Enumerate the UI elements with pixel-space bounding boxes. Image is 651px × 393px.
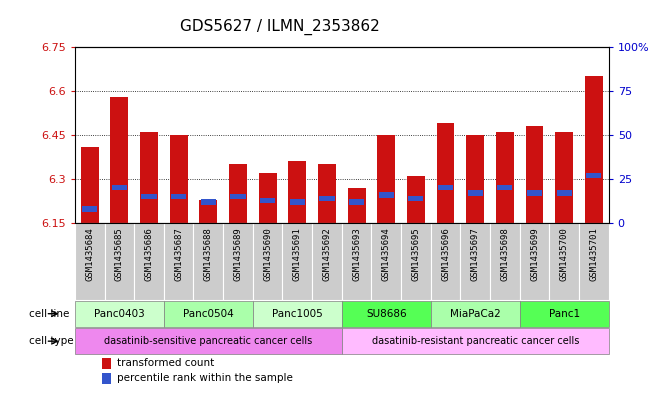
Text: GSM1435692: GSM1435692	[322, 227, 331, 281]
Bar	[467, 191, 483, 196]
Bar	[519, 301, 609, 327]
Bar	[81, 147, 98, 223]
Bar	[141, 194, 157, 199]
Bar	[579, 223, 609, 300]
Bar	[431, 223, 460, 300]
Bar	[75, 328, 342, 354]
Text: GSM1435687: GSM1435687	[174, 227, 183, 281]
Text: GSM1435696: GSM1435696	[441, 227, 450, 281]
Text: GSM1435698: GSM1435698	[501, 227, 509, 281]
Bar	[201, 199, 216, 204]
Text: GSM1435699: GSM1435699	[530, 227, 539, 281]
Bar	[75, 223, 105, 300]
Bar	[102, 373, 111, 384]
Bar	[527, 191, 542, 196]
Bar	[557, 191, 572, 196]
Bar	[342, 328, 609, 354]
Text: GSM1435684: GSM1435684	[85, 227, 94, 281]
Text: percentile rank within the sample: percentile rank within the sample	[117, 373, 292, 383]
Text: Panc1: Panc1	[549, 309, 580, 319]
Bar	[223, 223, 253, 300]
Text: cell line: cell line	[29, 309, 70, 319]
Bar	[549, 223, 579, 300]
Text: GSM1435697: GSM1435697	[471, 227, 480, 281]
Text: cell type: cell type	[29, 336, 74, 346]
Bar	[258, 173, 277, 223]
Bar	[253, 223, 283, 300]
Text: GSM1435689: GSM1435689	[234, 227, 242, 281]
Bar	[497, 185, 512, 191]
Bar	[229, 164, 247, 223]
Bar	[171, 194, 186, 199]
Text: GSM1435693: GSM1435693	[352, 227, 361, 281]
Bar	[105, 223, 134, 300]
Bar	[82, 206, 97, 211]
Text: GSM1435700: GSM1435700	[560, 227, 569, 281]
Bar	[379, 192, 394, 198]
Bar	[318, 164, 336, 223]
Bar	[102, 358, 111, 369]
Bar	[283, 223, 312, 300]
Text: dasatinib-sensitive pancreatic cancer cells: dasatinib-sensitive pancreatic cancer ce…	[104, 336, 312, 346]
Bar	[111, 97, 128, 223]
Bar	[587, 173, 602, 178]
Bar	[401, 223, 431, 300]
Bar	[134, 223, 164, 300]
Text: Panc0403: Panc0403	[94, 309, 145, 319]
Bar	[112, 185, 127, 191]
Bar	[170, 135, 187, 223]
Text: Panc1005: Panc1005	[272, 309, 323, 319]
Bar	[585, 77, 603, 223]
Bar	[140, 132, 158, 223]
Bar	[290, 199, 305, 204]
Text: Panc0504: Panc0504	[183, 309, 234, 319]
Bar	[193, 223, 223, 300]
Bar	[342, 301, 431, 327]
Text: GSM1435695: GSM1435695	[411, 227, 421, 281]
Bar	[438, 185, 453, 191]
Bar	[555, 132, 573, 223]
Bar	[431, 301, 519, 327]
Text: GSM1435686: GSM1435686	[145, 227, 154, 281]
Text: transformed count: transformed count	[117, 358, 214, 368]
Bar	[372, 223, 401, 300]
Text: dasatinib-resistant pancreatic cancer cells: dasatinib-resistant pancreatic cancer ce…	[372, 336, 579, 346]
Text: GSM1435688: GSM1435688	[204, 227, 213, 281]
Bar	[288, 162, 306, 223]
Bar	[466, 135, 484, 223]
Bar	[408, 196, 424, 201]
Bar	[75, 301, 164, 327]
Bar	[460, 223, 490, 300]
Bar	[407, 176, 425, 223]
Bar	[437, 123, 454, 223]
Bar	[260, 198, 275, 203]
Bar	[253, 301, 342, 327]
Bar	[519, 223, 549, 300]
Bar	[496, 132, 514, 223]
Text: GSM1435701: GSM1435701	[589, 227, 598, 281]
Bar	[312, 223, 342, 300]
Bar	[230, 194, 245, 199]
Text: GDS5627 / ILMN_2353862: GDS5627 / ILMN_2353862	[180, 19, 380, 35]
Text: GSM1435694: GSM1435694	[381, 227, 391, 281]
Bar	[349, 199, 364, 204]
Bar	[342, 223, 372, 300]
Bar	[348, 188, 365, 223]
Text: GSM1435691: GSM1435691	[293, 227, 302, 281]
Text: GSM1435685: GSM1435685	[115, 227, 124, 281]
Bar	[378, 135, 395, 223]
Text: MiaPaCa2: MiaPaCa2	[450, 309, 501, 319]
Bar	[490, 223, 519, 300]
Text: GSM1435690: GSM1435690	[263, 227, 272, 281]
Bar	[320, 196, 335, 201]
Text: SU8686: SU8686	[366, 309, 407, 319]
Bar	[525, 126, 544, 223]
Bar	[164, 223, 193, 300]
Bar	[164, 301, 253, 327]
Bar	[199, 200, 217, 223]
